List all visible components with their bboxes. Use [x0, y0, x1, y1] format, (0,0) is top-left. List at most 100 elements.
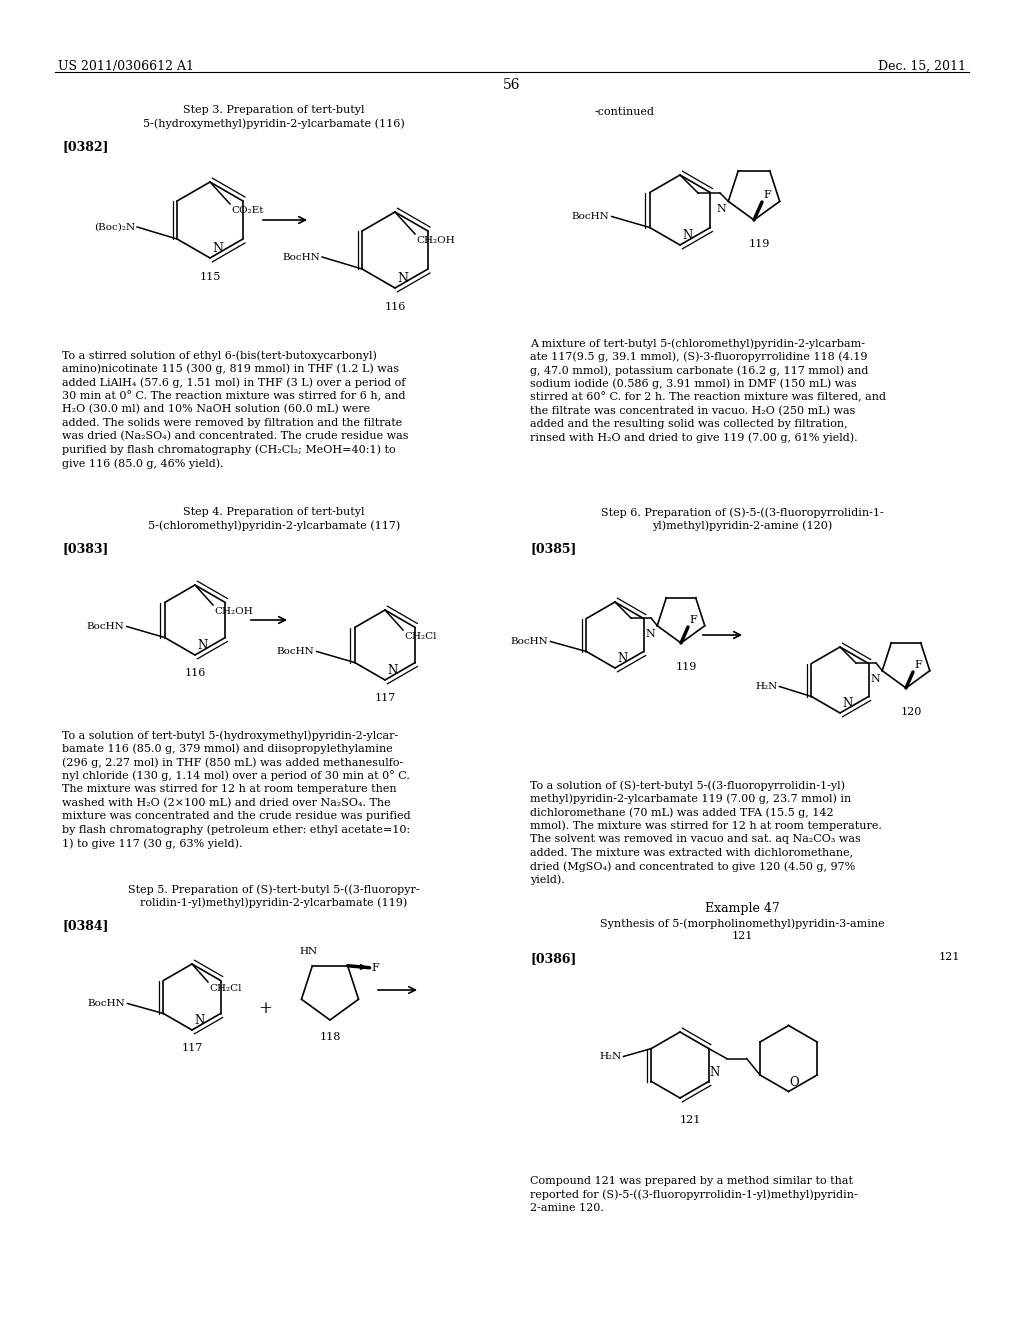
Text: 121: 121	[731, 931, 753, 941]
Text: A mixture of tert-butyl 5-(chloromethyl)pyridin-2-ylcarbam-: A mixture of tert-butyl 5-(chloromethyl)…	[530, 338, 865, 348]
Text: added. The mixture was extracted with dichloromethane,: added. The mixture was extracted with di…	[530, 847, 853, 858]
Text: 56: 56	[503, 78, 521, 92]
Text: BocHN: BocHN	[276, 647, 314, 656]
Text: Dec. 15, 2011: Dec. 15, 2011	[878, 59, 966, 73]
Text: [0384]: [0384]	[62, 919, 109, 932]
Text: Step 3. Preparation of tert-butyl: Step 3. Preparation of tert-butyl	[183, 106, 365, 115]
Text: H₂O (30.0 ml) and 10% NaOH solution (60.0 mL) were: H₂O (30.0 ml) and 10% NaOH solution (60.…	[62, 404, 370, 414]
Text: added. The solids were removed by filtration and the filtrate: added. The solids were removed by filtra…	[62, 417, 402, 428]
Text: N: N	[617, 652, 628, 665]
Text: Step 5. Preparation of (S)-tert-butyl 5-((3-fluoropyr-: Step 5. Preparation of (S)-tert-butyl 5-…	[128, 884, 420, 895]
Text: +: +	[258, 1001, 272, 1016]
Text: the filtrate was concentrated in vacuo. H₂O (250 mL) was: the filtrate was concentrated in vacuo. …	[530, 405, 855, 416]
Text: Step 6. Preparation of (S)-5-((3-fluoropyrrolidin-1-: Step 6. Preparation of (S)-5-((3-fluorop…	[601, 507, 884, 517]
Text: (Boc)₂N: (Boc)₂N	[94, 223, 135, 231]
Text: N: N	[645, 628, 655, 639]
Text: N: N	[387, 664, 397, 677]
Text: added and the resulting solid was collected by filtration,: added and the resulting solid was collec…	[530, 418, 848, 429]
Text: F: F	[914, 660, 922, 671]
Text: rinsed with H₂O and dried to give 119 (7.00 g, 61% yield).: rinsed with H₂O and dried to give 119 (7…	[530, 433, 858, 444]
Text: N: N	[842, 697, 852, 710]
Text: The mixture was stirred for 12 h at room temperature then: The mixture was stirred for 12 h at room…	[62, 784, 396, 795]
Text: 115: 115	[200, 272, 221, 282]
Text: 121: 121	[679, 1115, 700, 1125]
Text: dichloromethane (70 mL) was added TFA (15.5 g, 142: dichloromethane (70 mL) was added TFA (1…	[530, 807, 834, 817]
Text: yield).: yield).	[530, 874, 565, 886]
Text: O: O	[790, 1077, 799, 1089]
Text: F: F	[372, 962, 379, 973]
Text: CH₂Cl: CH₂Cl	[209, 983, 242, 993]
Text: HN: HN	[300, 946, 318, 956]
Text: BocHN: BocHN	[572, 213, 609, 220]
Text: 119: 119	[675, 663, 696, 672]
Text: 2-amine 120.: 2-amine 120.	[530, 1203, 604, 1213]
Text: Synthesis of 5-(morpholinomethyl)pyridin-3-amine: Synthesis of 5-(morpholinomethyl)pyridin…	[600, 917, 885, 928]
Text: CH₂OH: CH₂OH	[214, 607, 253, 616]
Text: Compound 121 was prepared by a method similar to that: Compound 121 was prepared by a method si…	[530, 1176, 853, 1185]
Text: 116: 116	[384, 302, 406, 312]
Text: BocHN: BocHN	[283, 252, 321, 261]
Text: washed with H₂O (2×100 mL) and dried over Na₂SO₄. The: washed with H₂O (2×100 mL) and dried ove…	[62, 797, 390, 808]
Text: (296 g, 2.27 mol) in THF (850 mL) was added methanesulfo-: (296 g, 2.27 mol) in THF (850 mL) was ad…	[62, 756, 403, 767]
Text: H₂N: H₂N	[599, 1052, 622, 1061]
Text: [0386]: [0386]	[530, 952, 577, 965]
Text: To a solution of (S)-tert-butyl 5-((3-fluoropyrrolidin-1-yl): To a solution of (S)-tert-butyl 5-((3-fl…	[530, 780, 845, 791]
Text: 30 min at 0° C. The reaction mixture was stirred for 6 h, and: 30 min at 0° C. The reaction mixture was…	[62, 391, 406, 401]
Text: [0385]: [0385]	[530, 543, 577, 554]
Text: g, 47.0 mmol), potassium carbonate (16.2 g, 117 mmol) and: g, 47.0 mmol), potassium carbonate (16.2…	[530, 366, 868, 376]
Text: N: N	[870, 673, 881, 684]
Text: 117: 117	[181, 1043, 203, 1053]
Text: 119: 119	[749, 239, 770, 249]
Text: To a solution of tert-butyl 5-(hydroxymethyl)pyridin-2-ylcar-: To a solution of tert-butyl 5-(hydroxyme…	[62, 730, 398, 741]
Text: BocHN: BocHN	[88, 999, 125, 1008]
Text: BocHN: BocHN	[511, 638, 549, 645]
Text: rolidin-1-yl)methyl)pyridin-2-ylcarbamate (119): rolidin-1-yl)methyl)pyridin-2-ylcarbamat…	[140, 898, 408, 908]
Text: 116: 116	[184, 668, 206, 678]
Text: CO₂Et: CO₂Et	[231, 206, 263, 215]
Text: N: N	[710, 1067, 720, 1080]
Text: 117: 117	[375, 693, 395, 704]
Text: The solvent was removed in vacuo and sat. aq Na₂CO₃ was: The solvent was removed in vacuo and sat…	[530, 834, 861, 843]
Text: Step 4. Preparation of tert-butyl: Step 4. Preparation of tert-butyl	[183, 507, 365, 517]
Text: -continued: -continued	[595, 107, 655, 117]
Text: N: N	[194, 1014, 204, 1027]
Text: dried (MgSO₄) and concentrated to give 120 (4.50 g, 97%: dried (MgSO₄) and concentrated to give 1…	[530, 861, 855, 871]
Text: 120: 120	[900, 708, 922, 717]
Text: [0382]: [0382]	[62, 140, 109, 153]
Text: F: F	[763, 190, 771, 201]
Text: methyl)pyridin-2-ylcarbamate 119 (7.00 g, 23.7 mmol) in: methyl)pyridin-2-ylcarbamate 119 (7.00 g…	[530, 793, 851, 804]
Text: give 116 (85.0 g, 46% yield).: give 116 (85.0 g, 46% yield).	[62, 458, 223, 469]
Text: CH₂OH: CH₂OH	[416, 236, 455, 246]
Text: yl)methyl)pyridin-2-amine (120): yl)methyl)pyridin-2-amine (120)	[652, 520, 833, 531]
Text: N: N	[397, 272, 408, 285]
Text: 5-(hydroxymethyl)pyridin-2-ylcarbamate (116): 5-(hydroxymethyl)pyridin-2-ylcarbamate (…	[143, 117, 404, 128]
Text: mixture was concentrated and the crude residue was purified: mixture was concentrated and the crude r…	[62, 810, 411, 821]
Text: added LiAlH₄ (57.6 g, 1.51 mol) in THF (3 L) over a period of: added LiAlH₄ (57.6 g, 1.51 mol) in THF (…	[62, 378, 406, 388]
Text: BocHN: BocHN	[87, 622, 125, 631]
Text: ate 117(9.5 g, 39.1 mmol), (S)-3-fluoropyrrolidine 118 (4.19: ate 117(9.5 g, 39.1 mmol), (S)-3-fluorop…	[530, 351, 867, 362]
Text: 121: 121	[939, 952, 961, 962]
Text: by flash chromatography (petroleum ether: ethyl acetate=10:: by flash chromatography (petroleum ether…	[62, 825, 411, 836]
Text: was dried (Na₂SO₄) and concentrated. The crude residue was: was dried (Na₂SO₄) and concentrated. The…	[62, 432, 409, 441]
Text: nyl chloride (130 g, 1.14 mol) over a period of 30 min at 0° C.: nyl chloride (130 g, 1.14 mol) over a pe…	[62, 771, 410, 781]
Text: [0383]: [0383]	[62, 543, 109, 554]
Text: N: N	[682, 228, 692, 242]
Text: amino)nicotinate 115 (300 g, 819 mmol) in THF (1.2 L) was: amino)nicotinate 115 (300 g, 819 mmol) i…	[62, 363, 399, 374]
Text: N: N	[197, 639, 207, 652]
Text: US 2011/0306612 A1: US 2011/0306612 A1	[58, 59, 194, 73]
Text: sodium iodide (0.586 g, 3.91 mmol) in DMF (150 mL) was: sodium iodide (0.586 g, 3.91 mmol) in DM…	[530, 379, 857, 389]
Text: To a stirred solution of ethyl 6-(bis(tert-butoxycarbonyl): To a stirred solution of ethyl 6-(bis(te…	[62, 350, 377, 360]
Text: bamate 116 (85.0 g, 379 mmol) and diisopropylethylamine: bamate 116 (85.0 g, 379 mmol) and diisop…	[62, 743, 393, 754]
Text: mmol). The mixture was stirred for 12 h at room temperature.: mmol). The mixture was stirred for 12 h …	[530, 821, 882, 832]
Text: purified by flash chromatography (CH₂Cl₂; MeOH=40:1) to: purified by flash chromatography (CH₂Cl₂…	[62, 445, 395, 455]
Text: 1) to give 117 (30 g, 63% yield).: 1) to give 117 (30 g, 63% yield).	[62, 838, 243, 849]
Text: 118: 118	[319, 1032, 341, 1041]
Text: Example 47: Example 47	[705, 902, 779, 915]
Text: N: N	[212, 242, 223, 255]
Text: N: N	[717, 205, 726, 214]
Text: reported for (S)-5-((3-fluoropyrrolidin-1-yl)methyl)pyridin-: reported for (S)-5-((3-fluoropyrrolidin-…	[530, 1189, 858, 1200]
Text: stirred at 60° C. for 2 h. The reaction mixture was filtered, and: stirred at 60° C. for 2 h. The reaction …	[530, 392, 886, 403]
Text: F: F	[689, 615, 696, 624]
Text: 5-(chloromethyl)pyridin-2-ylcarbamate (117): 5-(chloromethyl)pyridin-2-ylcarbamate (1…	[147, 520, 400, 531]
Text: H₂N: H₂N	[755, 682, 777, 690]
